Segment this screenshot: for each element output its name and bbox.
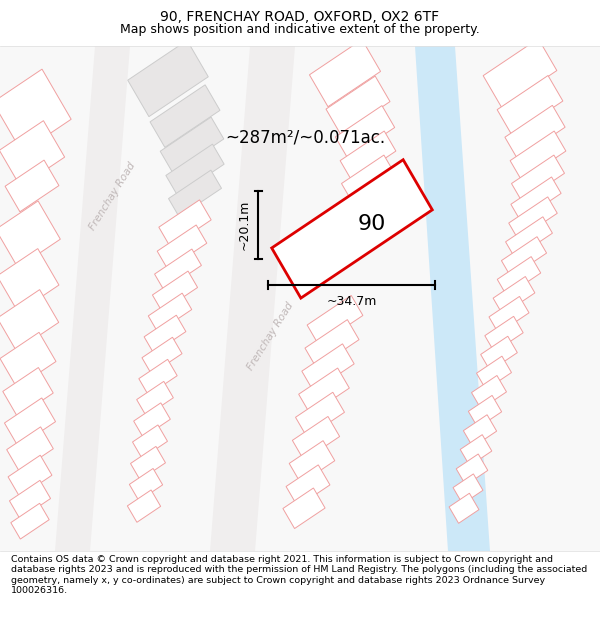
- Polygon shape: [505, 106, 565, 159]
- Polygon shape: [289, 441, 335, 484]
- Polygon shape: [152, 271, 197, 311]
- Polygon shape: [292, 416, 340, 461]
- Polygon shape: [0, 332, 56, 388]
- Text: Contains OS data © Crown copyright and database right 2021. This information is : Contains OS data © Crown copyright and d…: [11, 555, 587, 595]
- Polygon shape: [296, 392, 344, 438]
- Text: Frenchay Road: Frenchay Road: [245, 301, 295, 372]
- Polygon shape: [472, 376, 506, 409]
- Polygon shape: [326, 76, 390, 134]
- Polygon shape: [453, 474, 483, 504]
- Text: 90: 90: [358, 214, 386, 234]
- Polygon shape: [210, 46, 295, 551]
- Polygon shape: [493, 276, 535, 314]
- Polygon shape: [137, 381, 173, 416]
- Polygon shape: [166, 144, 224, 196]
- Polygon shape: [0, 249, 59, 312]
- Polygon shape: [3, 368, 53, 417]
- Polygon shape: [307, 296, 363, 345]
- Text: 90, FRENCHAY ROAD, OXFORD, OX2 6TF: 90, FRENCHAY ROAD, OXFORD, OX2 6TF: [160, 10, 440, 24]
- Polygon shape: [5, 160, 59, 212]
- Polygon shape: [169, 170, 221, 217]
- Polygon shape: [155, 249, 202, 291]
- Polygon shape: [130, 469, 163, 501]
- Text: Map shows position and indicative extent of the property.: Map shows position and indicative extent…: [120, 23, 480, 36]
- Polygon shape: [456, 454, 488, 485]
- Polygon shape: [11, 503, 49, 539]
- Polygon shape: [131, 446, 166, 480]
- Polygon shape: [469, 396, 502, 428]
- Polygon shape: [128, 41, 208, 117]
- Text: ~34.7m: ~34.7m: [326, 296, 377, 309]
- Polygon shape: [511, 177, 561, 221]
- Polygon shape: [335, 106, 395, 159]
- Polygon shape: [127, 490, 161, 522]
- Polygon shape: [476, 356, 511, 389]
- Polygon shape: [511, 155, 565, 202]
- Polygon shape: [10, 481, 50, 519]
- Polygon shape: [340, 177, 390, 221]
- Polygon shape: [302, 344, 354, 391]
- Text: ~20.1m: ~20.1m: [238, 200, 251, 251]
- Polygon shape: [497, 257, 541, 296]
- Polygon shape: [481, 336, 517, 371]
- Polygon shape: [286, 465, 330, 506]
- Polygon shape: [55, 46, 130, 551]
- Polygon shape: [0, 201, 61, 268]
- Polygon shape: [310, 39, 380, 107]
- Polygon shape: [157, 225, 207, 269]
- Polygon shape: [0, 69, 71, 152]
- Polygon shape: [485, 316, 523, 352]
- Polygon shape: [340, 131, 396, 181]
- Polygon shape: [497, 76, 563, 135]
- Polygon shape: [463, 415, 497, 447]
- Polygon shape: [7, 427, 53, 471]
- Polygon shape: [0, 289, 59, 351]
- Polygon shape: [510, 131, 566, 181]
- Polygon shape: [299, 368, 349, 414]
- Polygon shape: [148, 293, 192, 333]
- Polygon shape: [0, 121, 65, 187]
- Polygon shape: [506, 217, 553, 258]
- Polygon shape: [139, 359, 177, 395]
- Polygon shape: [4, 398, 56, 447]
- Polygon shape: [134, 403, 170, 437]
- Polygon shape: [341, 155, 395, 202]
- Polygon shape: [489, 296, 529, 333]
- Polygon shape: [460, 434, 492, 466]
- Polygon shape: [144, 315, 186, 353]
- Polygon shape: [8, 455, 52, 497]
- Polygon shape: [483, 39, 557, 107]
- Polygon shape: [509, 197, 557, 239]
- Polygon shape: [142, 338, 182, 374]
- Polygon shape: [160, 117, 224, 173]
- Polygon shape: [150, 85, 220, 148]
- Polygon shape: [449, 493, 479, 523]
- Polygon shape: [272, 160, 432, 298]
- Polygon shape: [133, 425, 167, 458]
- Text: Frenchay Road: Frenchay Road: [87, 161, 137, 232]
- Polygon shape: [305, 319, 359, 368]
- Polygon shape: [415, 46, 490, 551]
- Polygon shape: [283, 488, 325, 529]
- Polygon shape: [502, 237, 547, 277]
- Polygon shape: [159, 200, 211, 248]
- Text: ~287m²/~0.071ac.: ~287m²/~0.071ac.: [225, 129, 385, 147]
